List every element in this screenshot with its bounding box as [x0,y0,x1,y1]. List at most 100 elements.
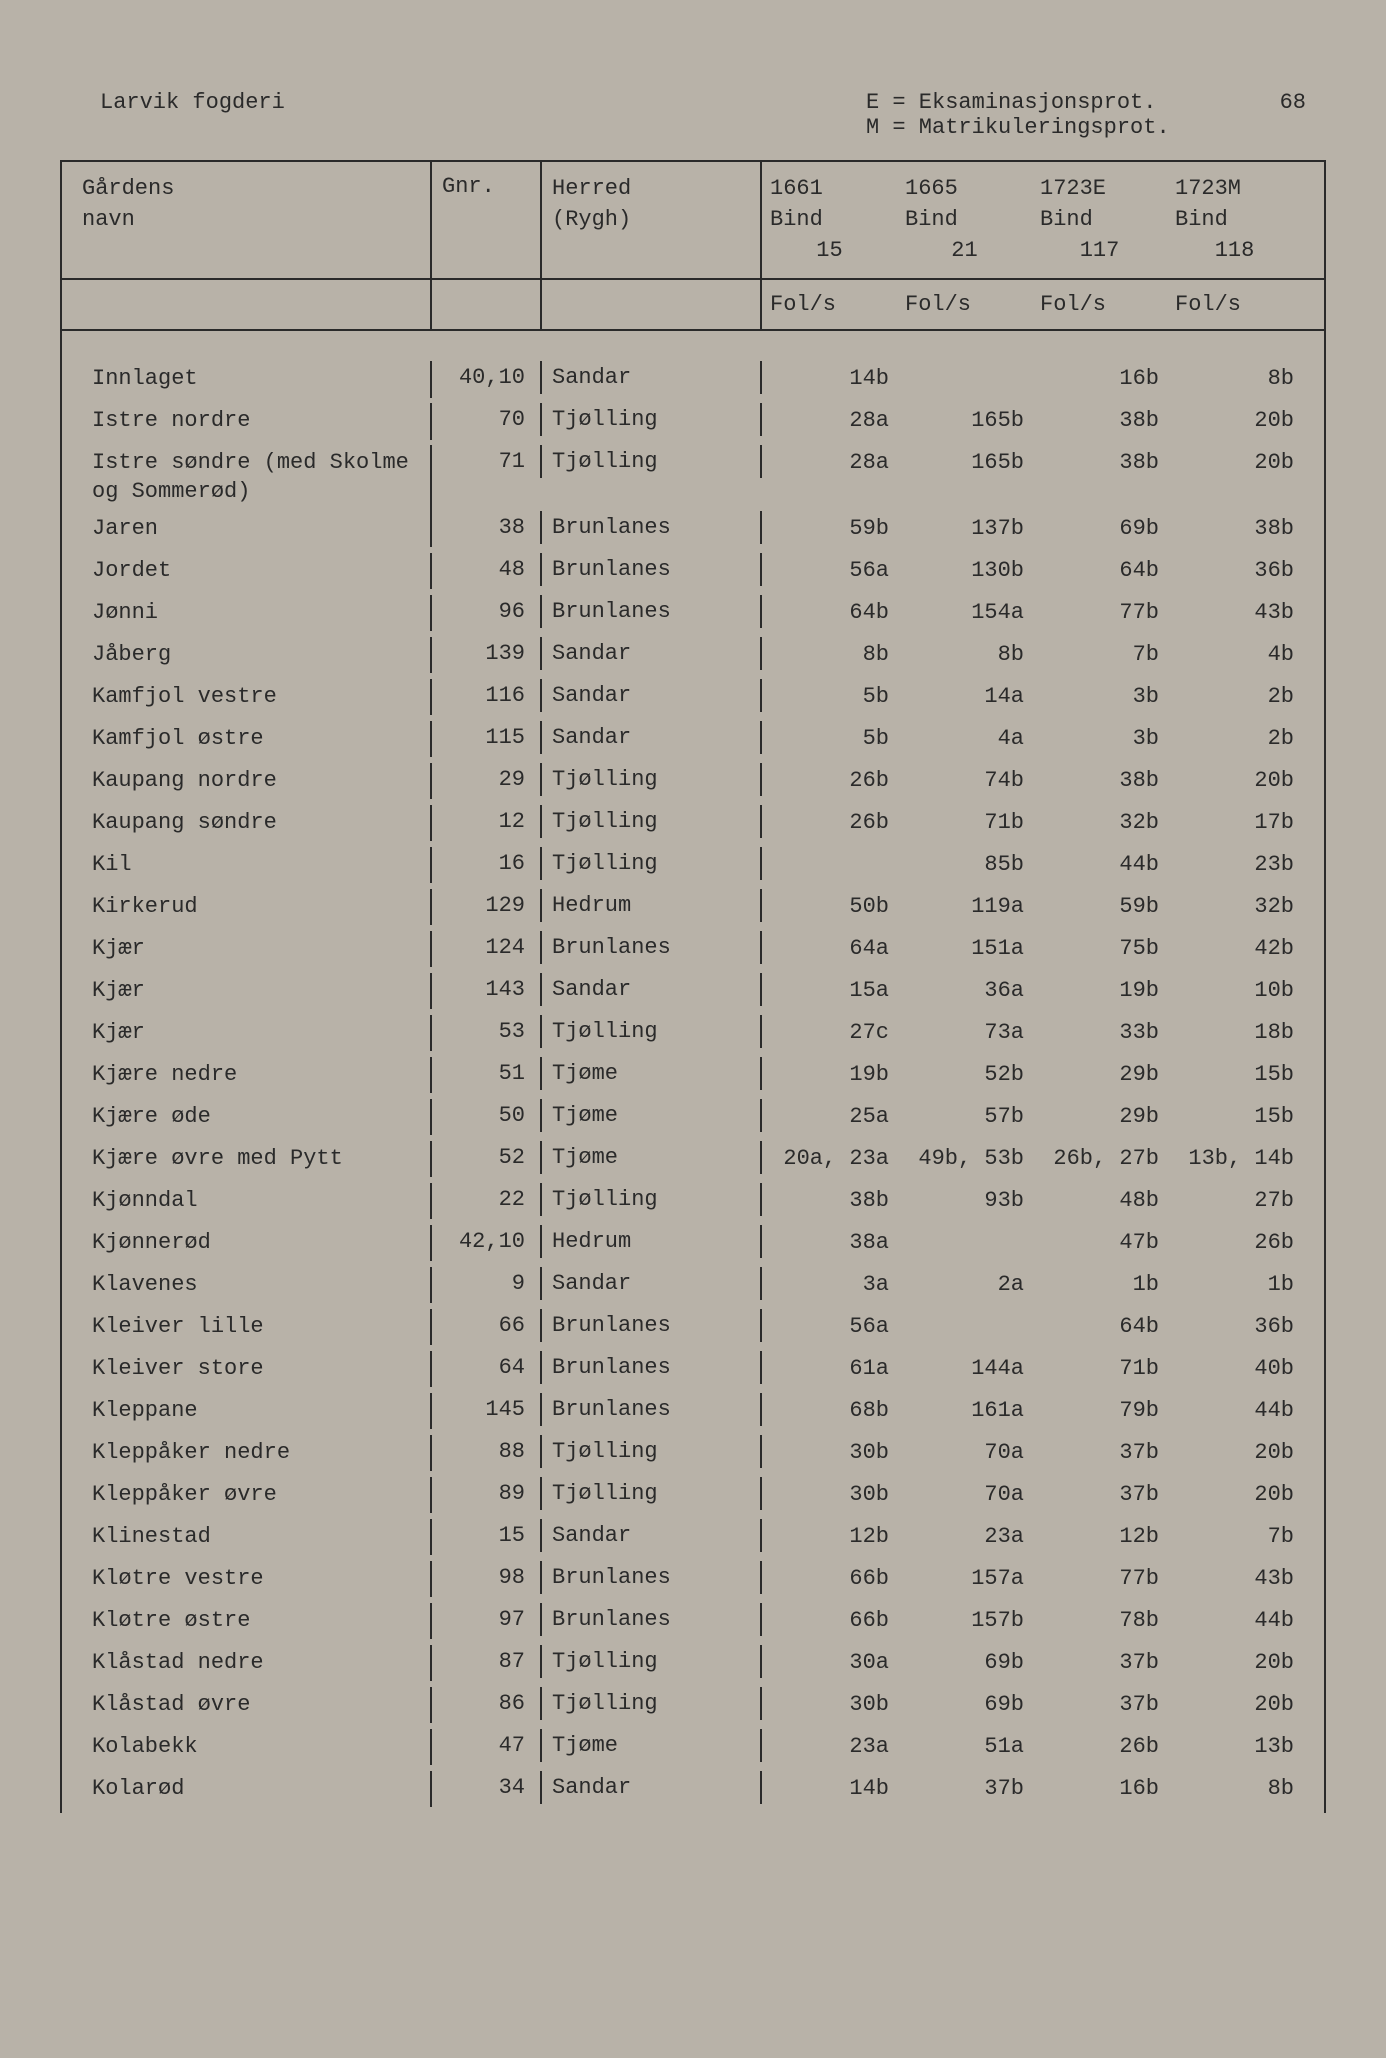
cell-gnr: 86 [432,1687,542,1720]
cell-y2: 49b, 53b [897,1141,1032,1178]
cell-gnr: 124 [432,931,542,964]
cell-y3: 44b [1032,847,1167,884]
cell-name: Klåstad øvre [62,1687,432,1724]
legend-m: M = Matrikuleringsprot. [866,115,1326,140]
cell-y3: 69b [1032,511,1167,548]
header-y1-l2: Bind [770,205,889,236]
cell-y3: 12b [1032,1519,1167,1556]
cell-y2: 151a [897,931,1032,968]
table-row: Kløtre vestre98Brunlanes66b157a77b43b [62,1561,1324,1603]
cell-gnr: 52 [432,1141,542,1174]
cell-gnr: 38 [432,511,542,544]
header-name-l2: navn [82,205,420,236]
header-name-l1: Gårdens [82,174,420,205]
cell-y2: 161a [897,1393,1032,1430]
cell-name: Kleppåker øvre [62,1477,432,1514]
cell-herred: Sandar [542,637,762,670]
cell-y3: 1b [1032,1267,1167,1304]
cell-herred: Sandar [542,721,762,754]
cell-y2: 119a [897,889,1032,926]
cell-y3: 38b [1032,445,1167,482]
cell-y2: 14a [897,679,1032,716]
cell-y1: 38b [762,1183,897,1220]
cell-gnr: 89 [432,1477,542,1510]
table-row: Kjær53Tjølling27c73a33b18b [62,1015,1324,1057]
cell-y2: 8b [897,637,1032,674]
cell-y1: 30a [762,1645,897,1682]
cell-y2: 36a [897,973,1032,1010]
header-y1: 1661 Bind 15 [762,162,897,278]
cell-herred: Brunlanes [542,511,762,544]
cell-name: Kolabekk [62,1729,432,1766]
cell-y1: 26b [762,763,897,800]
table-row: Kjære øvre med Pytt52Tjøme20a, 23a49b, 5… [62,1141,1324,1183]
cell-y3: 38b [1032,763,1167,800]
cell-gnr: 96 [432,595,542,628]
cell-herred: Tjøme [542,1729,762,1762]
cell-y4: 2b [1167,679,1302,716]
table-subheader: Fol/s Fol/s Fol/s Fol/s [62,280,1324,331]
cell-name: Kjær [62,973,432,1010]
cell-gnr: 16 [432,847,542,880]
cell-y4: 8b [1167,361,1302,398]
cell-y2 [897,1225,1032,1233]
cell-y1: 66b [762,1561,897,1598]
cell-y1: 30b [762,1687,897,1724]
cell-herred: Tjølling [542,1645,762,1678]
cell-y4: 18b [1167,1015,1302,1052]
cell-y1: 56a [762,553,897,590]
cell-gnr: 66 [432,1309,542,1342]
table-row: Istre nordre70Tjølling28a165b38b20b [62,403,1324,445]
table-row: Jaren38Brunlanes59b137b69b38b [62,511,1324,553]
cell-gnr: 88 [432,1435,542,1468]
cell-y4: 36b [1167,553,1302,590]
cell-y1: 28a [762,403,897,440]
cell-gnr: 22 [432,1183,542,1216]
cell-name: Istre nordre [62,403,432,440]
cell-herred: Sandar [542,1267,762,1300]
cell-gnr: 42,10 [432,1225,542,1258]
cell-y3: 64b [1032,553,1167,590]
cell-y2: 4a [897,721,1032,758]
cell-y1: 26b [762,805,897,842]
legend-e: E = Eksaminasjonsprot. [866,90,1326,115]
cell-y1: 15a [762,973,897,1010]
header-gnr: Gnr. [432,162,542,278]
cell-y2: 57b [897,1099,1032,1136]
cell-y4: 44b [1167,1393,1302,1430]
cell-name: Kløtre vestre [62,1561,432,1598]
cell-y4: 20b [1167,1687,1302,1724]
cell-y3: 16b [1032,361,1167,398]
cell-y4: 15b [1167,1057,1302,1094]
cell-y1: 56a [762,1309,897,1346]
cell-y2 [897,361,1032,369]
table-row: Kleppåker nedre88Tjølling30b70a37b20b [62,1435,1324,1477]
table-header: Gårdens navn Gnr. Herred (Rygh) 1661 Bin… [62,162,1324,280]
subheader-y2: Fol/s [897,280,1032,329]
cell-herred: Tjølling [542,1183,762,1216]
cell-y1: 28a [762,445,897,482]
cell-name: Kleiver lille [62,1309,432,1346]
page-number: 68 [1280,90,1306,115]
cell-name: Kløtre østre [62,1603,432,1640]
cell-y1: 5b [762,721,897,758]
cell-y4: 20b [1167,1477,1302,1514]
cell-name: Kjær [62,1015,432,1052]
cell-y3: 77b [1032,595,1167,632]
cell-y2: 71b [897,805,1032,842]
header-y4: 1723M Bind 118 [1167,162,1302,278]
cell-y4: 15b [1167,1099,1302,1136]
cell-y4: 20b [1167,1435,1302,1472]
cell-y3: 47b [1032,1225,1167,1262]
table-row: Klåstad øvre86Tjølling30b69b37b20b [62,1687,1324,1729]
cell-y3: 3b [1032,679,1167,716]
cell-gnr: 34 [432,1771,542,1804]
cell-y1 [762,847,897,855]
cell-y3: 38b [1032,403,1167,440]
cell-name: Klinestad [62,1519,432,1556]
cell-y1: 30b [762,1477,897,1514]
cell-gnr: 48 [432,553,542,586]
cell-herred: Tjølling [542,1435,762,1468]
cell-y4: 26b [1167,1225,1302,1262]
cell-y3: 32b [1032,805,1167,842]
